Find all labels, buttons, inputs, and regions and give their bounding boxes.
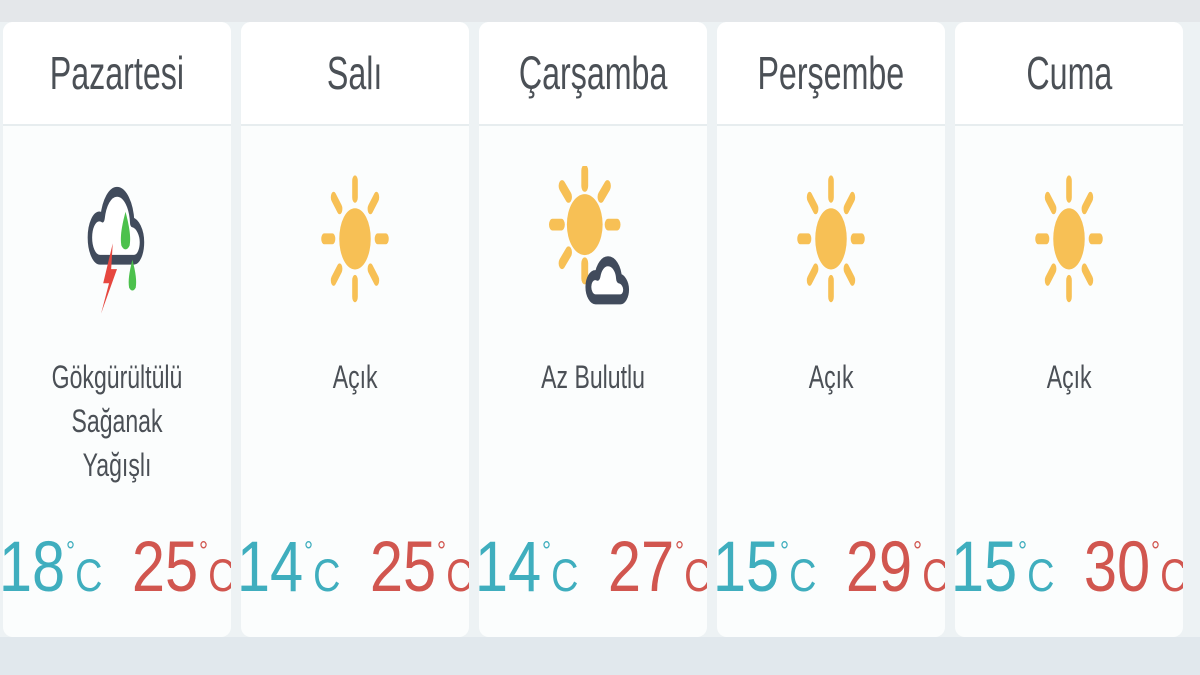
- condition-label: Gökgürültülü Sağanak Yağışlı: [51, 359, 183, 484]
- unit-celsius: C: [74, 550, 103, 601]
- day-body: Az Bulutlu 14°C 27°C: [479, 126, 707, 637]
- degree-symbol: °: [541, 536, 551, 566]
- high-temperature: 25°C: [370, 532, 469, 603]
- day-body: Açık 15°C 29°C: [717, 126, 945, 637]
- condition-label: Açık: [808, 359, 854, 395]
- low-temperature: 15°C: [717, 528, 817, 607]
- degree-symbol: °: [1151, 536, 1161, 566]
- weather-icon-wrap: [795, 138, 867, 343]
- day-name: Pazartesi: [49, 47, 185, 99]
- low-temperature: 15°C: [955, 528, 1055, 607]
- weather-icon-wrap: [1033, 138, 1105, 343]
- sun-behind-cloud-icon: [549, 165, 630, 304]
- weather-icon-wrap: [83, 138, 151, 343]
- high-temperature: 30°C: [1084, 532, 1183, 603]
- condition-label: Az Bulutlu: [541, 359, 645, 395]
- sun-icon: [1035, 174, 1103, 302]
- condition-label: Açık: [1046, 359, 1092, 395]
- forecast-panel: Pazartesi Gökgürültülü Sağanak Yağışlı 1…: [0, 22, 1200, 637]
- unit-celsius: C: [1026, 550, 1055, 601]
- unit-celsius: C: [684, 550, 707, 601]
- high-temperature: 29°C: [846, 532, 945, 603]
- degree-symbol: °: [65, 536, 75, 566]
- high-temperature: 27°C: [608, 532, 707, 603]
- day-card[interactable]: Cuma Açık: [955, 22, 1183, 637]
- degree-symbol: °: [303, 536, 313, 566]
- degree-symbol: °: [199, 536, 209, 566]
- day-name: Perşembe: [757, 47, 905, 99]
- degree-symbol: °: [1017, 536, 1027, 566]
- unit-celsius: C: [550, 550, 579, 601]
- day-name: Çarşamba: [518, 47, 668, 99]
- day-body: Gökgürültülü Sağanak Yağışlı 18°C 25°C: [3, 126, 231, 637]
- weather-icon-wrap: [319, 138, 391, 343]
- thunderstorm-icon: [87, 186, 145, 314]
- temperature-row: 14°C 25°C: [241, 532, 469, 603]
- day-card[interactable]: Pazartesi Gökgürültülü Sağanak Yağışlı 1…: [3, 22, 231, 637]
- unit-celsius: C: [446, 550, 469, 601]
- day-name: Cuma: [1026, 47, 1112, 99]
- unit-celsius: C: [788, 550, 817, 601]
- day-name: Salı: [327, 47, 383, 99]
- temperature-row: 14°C 27°C: [479, 532, 707, 603]
- day-body: Açık 14°C 25°C: [241, 126, 469, 637]
- day-body: Açık 15°C 30°C: [955, 126, 1183, 637]
- degree-symbol: °: [779, 536, 789, 566]
- low-temperature: 14°C: [479, 528, 579, 607]
- unit-celsius: C: [312, 550, 341, 601]
- low-temperature: 18°C: [3, 528, 103, 607]
- day-header: Çarşamba: [479, 22, 707, 126]
- sun-icon: [321, 174, 389, 302]
- day-card[interactable]: Çarşamba: [479, 22, 707, 637]
- day-card[interactable]: Perşembe Açık: [717, 22, 945, 637]
- condition-label: Açık: [332, 359, 378, 395]
- day-header: Salı: [241, 22, 469, 126]
- degree-symbol: °: [675, 536, 685, 566]
- day-header: Cuma: [955, 22, 1183, 126]
- sun-icon: [797, 174, 865, 302]
- day-header: Pazartesi: [3, 22, 231, 126]
- weather-icon-wrap: [549, 138, 637, 343]
- degree-symbol: °: [913, 536, 923, 566]
- unit-celsius: C: [922, 550, 945, 601]
- forecast-cards: Pazartesi Gökgürültülü Sağanak Yağışlı 1…: [0, 22, 1200, 637]
- unit-celsius: C: [1160, 550, 1183, 601]
- day-header: Perşembe: [717, 22, 945, 126]
- temperature-row: 18°C 25°C: [3, 532, 231, 603]
- high-temperature: 25°C: [132, 532, 231, 603]
- low-temperature: 14°C: [241, 528, 341, 607]
- degree-symbol: °: [437, 536, 447, 566]
- temperature-row: 15°C 29°C: [717, 532, 945, 603]
- unit-celsius: C: [208, 550, 231, 601]
- temperature-row: 15°C 30°C: [955, 532, 1183, 603]
- day-card[interactable]: Salı Açık: [241, 22, 469, 637]
